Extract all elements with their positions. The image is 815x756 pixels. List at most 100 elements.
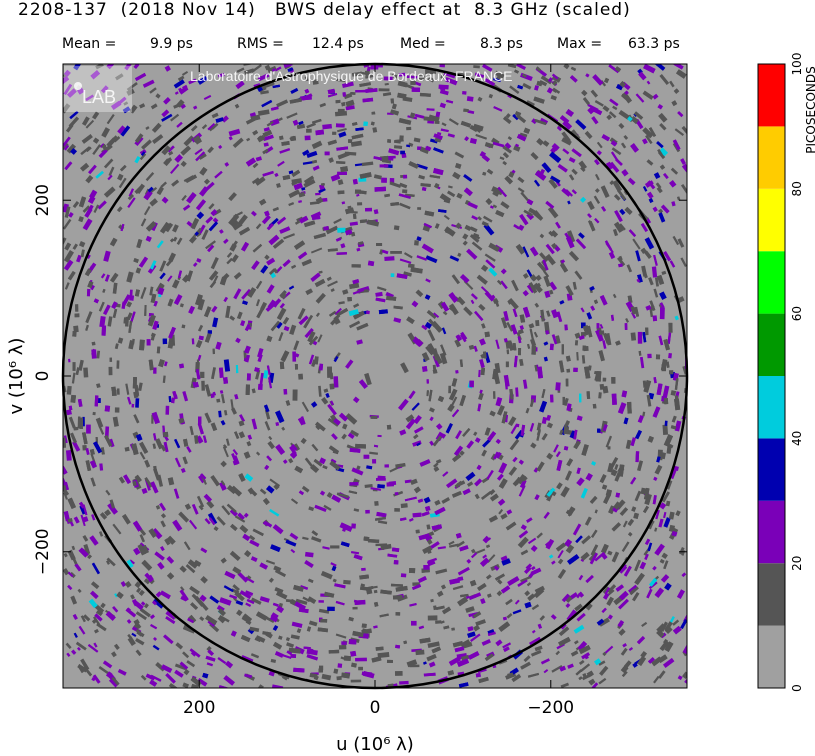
speckle-cell	[419, 459, 431, 467]
speckle-cell	[460, 331, 468, 341]
speckle-cell	[63, 250, 74, 263]
speckle-cell	[85, 324, 89, 331]
speckle-cell	[462, 233, 469, 240]
speckle-cell	[394, 139, 404, 143]
speckle-cell	[509, 439, 520, 451]
speckle-cell	[191, 338, 195, 345]
speckle-cell	[70, 432, 77, 444]
speckle-cell	[308, 506, 315, 512]
speckle-cell	[306, 626, 312, 632]
speckle-cell	[271, 68, 276, 72]
speckle-cell	[566, 236, 575, 249]
speckle-cell	[495, 438, 501, 444]
speckle-cell	[179, 661, 189, 670]
speckle-cell	[474, 310, 484, 321]
speckle-cell	[63, 75, 70, 86]
speckle-cell	[617, 402, 627, 415]
speckle-cell	[178, 417, 185, 424]
speckle-cell	[594, 509, 598, 514]
speckle-cell	[479, 151, 486, 158]
speckle-cell	[98, 666, 110, 675]
speckle-cell	[680, 257, 687, 267]
speckle-cell	[91, 562, 100, 575]
speckle-cell	[125, 383, 130, 395]
speckle-cell	[306, 648, 318, 656]
speckle-cell	[487, 593, 492, 598]
speckle-cell	[663, 511, 667, 519]
speckle-cell	[306, 128, 312, 133]
speckle-cell	[571, 189, 577, 195]
speckle-cell	[190, 217, 200, 230]
speckle-cell	[509, 388, 514, 400]
speckle-cell	[654, 527, 658, 532]
speckle-cell	[274, 651, 284, 658]
speckle-cell	[187, 617, 195, 624]
speckle-cell	[155, 93, 161, 99]
speckle-cell	[459, 394, 466, 407]
speckle-cell	[264, 210, 270, 217]
speckle-cell	[224, 162, 230, 167]
speckle-cell	[99, 316, 106, 328]
speckle-cell	[413, 137, 421, 143]
speckle-cell	[552, 80, 558, 86]
speckle-cell	[544, 290, 551, 298]
speckle-cell	[314, 278, 326, 288]
speckle-cell	[517, 579, 528, 587]
speckle-cell	[600, 543, 609, 554]
speckle-cell	[607, 584, 617, 594]
speckle-cell	[74, 313, 80, 318]
speckle-cell	[174, 438, 181, 449]
speckle-cell	[476, 274, 488, 285]
speckle-cell	[95, 170, 104, 179]
speckle-cell	[78, 196, 87, 208]
speckle-cell	[575, 669, 583, 676]
speckle-cell	[199, 166, 208, 176]
stat-median-value: 8.3 ps	[480, 36, 523, 52]
speckle-cell	[514, 111, 522, 117]
speckle-cell	[259, 372, 264, 385]
speckle-cell	[656, 274, 665, 285]
speckle-cell	[332, 578, 337, 583]
speckle-cell	[135, 628, 141, 634]
speckle-cell	[219, 597, 232, 606]
speckle-cell	[122, 514, 131, 525]
speckle-cell	[304, 175, 315, 184]
speckle-cell	[445, 423, 453, 434]
speckle-cell	[454, 646, 465, 653]
speckle-cell	[335, 99, 341, 104]
speckle-cell	[435, 605, 445, 611]
speckle-cell	[446, 190, 456, 198]
speckle-cell	[454, 339, 462, 348]
speckle-cell	[452, 640, 464, 648]
speckle-cell	[681, 126, 687, 136]
speckle-cell	[621, 541, 630, 552]
colorbar-bin	[758, 188, 785, 252]
speckle-cell	[347, 205, 352, 209]
speckle-cell	[249, 539, 260, 548]
speckle-cell	[575, 535, 583, 544]
speckle-cell	[611, 147, 622, 156]
speckle-cell	[315, 196, 324, 205]
speckle-cell	[152, 600, 158, 606]
speckle-cell	[676, 589, 685, 600]
speckle-cell	[587, 106, 595, 115]
speckle-cell	[390, 98, 395, 104]
speckle-cell	[197, 298, 205, 311]
speckle-cell	[551, 309, 559, 319]
speckle-cell	[93, 616, 101, 626]
speckle-cell	[85, 460, 92, 472]
speckle-cell	[523, 209, 533, 217]
speckle-cell	[466, 248, 478, 260]
speckle-cell	[351, 662, 357, 668]
speckle-cell	[177, 270, 183, 279]
speckle-cell	[520, 661, 531, 670]
speckle-cell	[498, 462, 508, 474]
speckle-cell	[328, 445, 340, 454]
speckle-cell	[478, 392, 484, 401]
speckle-cell	[596, 323, 600, 329]
speckle-cell	[201, 229, 209, 240]
speckle-cell	[203, 493, 212, 503]
speckle-cell	[161, 109, 170, 118]
speckle-cell	[547, 206, 559, 219]
speckle-cell	[390, 202, 400, 207]
